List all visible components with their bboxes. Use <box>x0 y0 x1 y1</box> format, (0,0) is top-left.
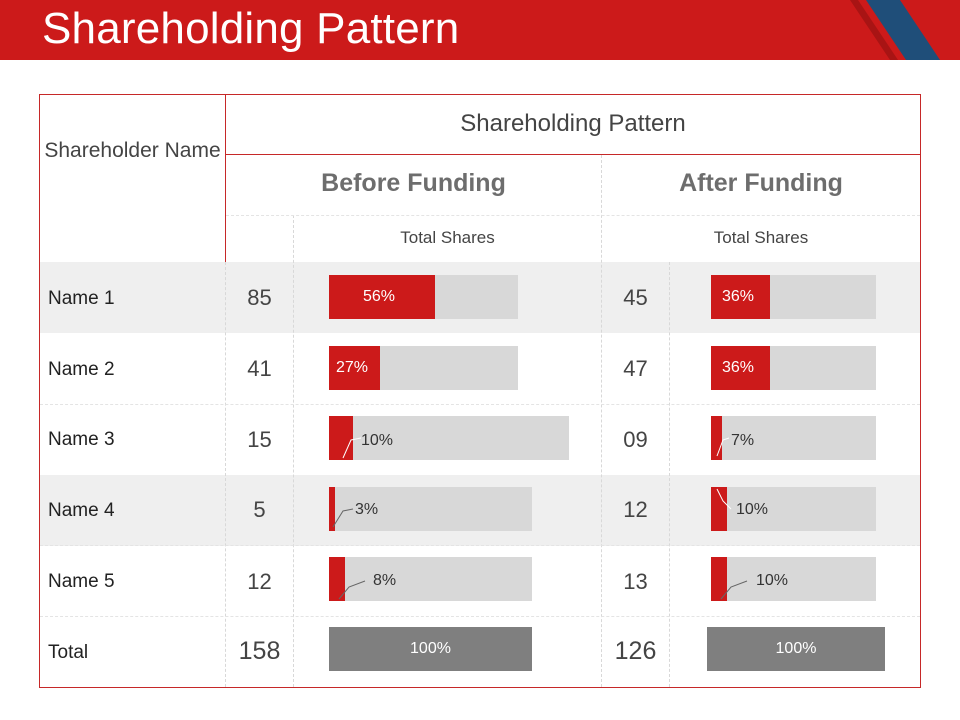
after-pct-bar: 36% <box>711 275 876 319</box>
after-shares-value: 09 <box>623 427 648 452</box>
before-pct-label: 3% <box>355 501 379 518</box>
grid-line <box>601 155 602 687</box>
after-funding-header: After Funding <box>679 169 843 197</box>
before-total-bar: 100% <box>329 627 532 671</box>
before-shares-value: 41 <box>247 356 272 381</box>
page-title: Shareholding Pattern <box>42 4 460 53</box>
shareholding-pattern-header: Shareholding Pattern <box>460 110 686 137</box>
after-pct-fill <box>711 557 727 601</box>
before-total-value: 158 <box>238 637 281 665</box>
grid-line <box>669 262 670 687</box>
before-pct-fill <box>329 557 345 601</box>
after-pct-label: 10% <box>756 572 789 589</box>
total-row-label: Total <box>48 642 89 663</box>
before-pct-bar: 56% <box>329 275 518 319</box>
before-pct-label: 10% <box>361 432 394 449</box>
after-pct-label: 10% <box>736 501 769 518</box>
after-pct-fill <box>711 346 770 390</box>
after-total-pct: 100% <box>775 640 817 657</box>
row-name: Name 4 <box>48 500 115 521</box>
before-shares-value: 15 <box>247 427 272 452</box>
label-leader-line <box>342 437 362 459</box>
after-pct-bar: 7% <box>711 416 876 460</box>
before-pct-fill <box>329 346 380 390</box>
before-pct-bar: 3% <box>329 487 532 531</box>
label-leader-line <box>332 508 354 528</box>
before-shares-value: 5 <box>253 497 266 522</box>
before-pct-bar: 10% <box>329 416 569 460</box>
before-pct-bar: 27% <box>329 346 518 390</box>
before-shares-value: 85 <box>247 285 272 310</box>
row-name: Name 2 <box>48 359 115 380</box>
after-shares-value: 45 <box>623 285 648 310</box>
before-pct-fill <box>329 416 353 460</box>
after-total-bar: 100% <box>707 627 885 671</box>
before-total-shares-header: Total Shares <box>400 228 495 247</box>
before-shares-value: 12 <box>247 569 272 594</box>
after-total-value: 126 <box>614 637 657 665</box>
after-pct-fill <box>711 275 770 319</box>
title-bar: Shareholding Pattern <box>0 0 960 60</box>
before-pct-label: 27% <box>336 359 369 376</box>
before-funding-header: Before Funding <box>321 169 506 197</box>
after-pct-label: 7% <box>731 432 755 449</box>
after-shares-value: 12 <box>623 497 648 522</box>
shareholding-table <box>39 94 921 688</box>
before-total-pct: 100% <box>410 640 451 657</box>
grid-line <box>225 262 226 687</box>
label-leader-line <box>338 580 366 600</box>
row-name: Name 5 <box>48 571 115 592</box>
before-pct-label: 8% <box>373 572 397 589</box>
grid-line <box>40 404 920 405</box>
after-pct-fill <box>711 487 727 531</box>
before-pct-fill <box>329 487 335 531</box>
label-leader-line <box>720 580 748 600</box>
after-pct-label: 36% <box>722 288 755 305</box>
before-pct-label: 56% <box>363 288 396 305</box>
after-pct-bar: 36% <box>711 346 876 390</box>
grid-line <box>40 545 920 546</box>
after-total-shares-header: Total Shares <box>713 228 809 247</box>
row-name: Name 1 <box>48 288 115 309</box>
after-pct-bar: 10% <box>711 557 876 601</box>
grid-line <box>226 215 920 216</box>
after-shares-value: 13 <box>623 569 648 594</box>
table-divider <box>226 154 920 155</box>
table-divider <box>225 95 226 262</box>
label-leader-line <box>716 488 732 510</box>
before-pct-bar: 8% <box>329 557 532 601</box>
after-pct-label: 36% <box>722 359 755 376</box>
label-leader-line <box>716 437 730 457</box>
shareholder-name-header: Shareholder Name <box>44 139 221 162</box>
after-shares-value: 47 <box>623 356 648 381</box>
after-pct-bar: 10% <box>711 487 876 531</box>
corner-stripes-decoration <box>850 0 960 60</box>
grid-line <box>40 616 920 617</box>
row-name: Name 3 <box>48 429 115 450</box>
grid-line <box>293 215 294 687</box>
before-pct-fill <box>329 275 435 319</box>
after-pct-fill <box>711 416 722 460</box>
